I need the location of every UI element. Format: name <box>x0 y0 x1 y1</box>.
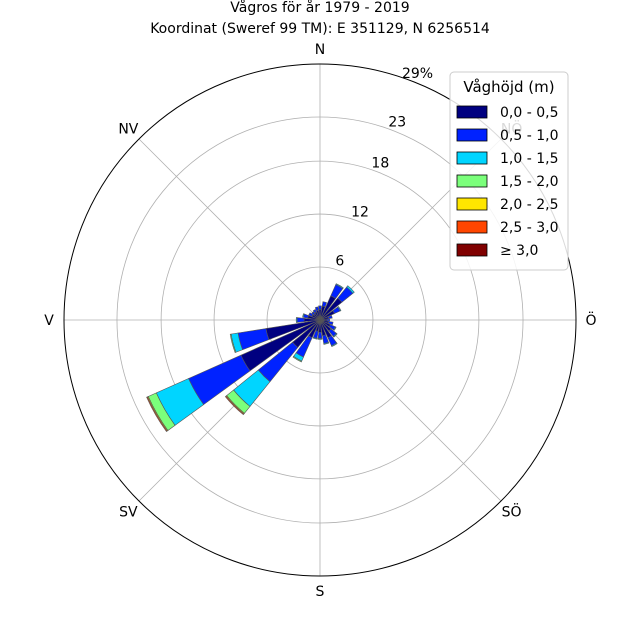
bar-segment-315-bin-1 <box>311 311 316 316</box>
bar-segment-45-bin-2 <box>346 285 355 294</box>
bar-segment-225-bin-5 <box>224 395 245 416</box>
bar-segment-285-bin-2 <box>302 313 305 318</box>
direction-label-N: N <box>315 42 325 58</box>
direction-label-S: S <box>316 584 325 600</box>
bar-segment-210-bin-3 <box>292 356 303 363</box>
legend-swatch-1 <box>456 128 488 142</box>
bar-segment-0-bin-1 <box>318 305 322 310</box>
direction-label-V: V <box>44 313 54 329</box>
bar-segment-345-bin-1 <box>314 306 319 312</box>
legend-title: Våghöjd (m) <box>463 78 554 96</box>
bar-segment-150-bin-2 <box>331 342 338 348</box>
legend-label-3: 1,5 - 2,0 <box>500 174 558 190</box>
ring-label-4: 29% <box>402 66 433 82</box>
ring-label-0: 6 <box>335 253 344 269</box>
bar-segment-105-bin-1 <box>327 321 334 326</box>
bar-segment-165-bin-2 <box>323 341 330 345</box>
legend-swatch-3 <box>456 174 488 188</box>
ring-label-3: 23 <box>388 115 406 131</box>
direction-label-SV: SV <box>119 505 138 521</box>
bar-segment-270-bin-2 <box>295 317 298 323</box>
legend-label-0: 0,0 - 0,5 <box>500 105 558 121</box>
bar-segment-180-bin-2 <box>317 338 323 340</box>
chart-title: Vågros för år 1979 - 2019 <box>230 0 409 16</box>
wind-rose-bars <box>146 283 355 432</box>
grid-ring <box>266 266 374 374</box>
legend-label-1: 0,5 - 1,0 <box>500 128 558 144</box>
ring-label-1: 12 <box>351 204 369 220</box>
direction-label-SÖ: SÖ <box>502 503 522 521</box>
bar-segment-195-bin-2 <box>312 336 318 340</box>
bar-segment-300-bin-1 <box>308 312 314 317</box>
bar-segment-90-bin-1 <box>326 318 331 322</box>
legend: Våghöjd (m) 0,0 - 0,5 0,5 - 1,0 1,0 - 1,5 1… <box>449 71 569 271</box>
bar-segment-135-bin-2 <box>332 332 338 338</box>
chart-subtitle: Koordinat (Sweref 99 TM): E 351129, N 62… <box>150 21 490 37</box>
bar-segment-180-bin-1 <box>317 331 323 339</box>
legend-label-4: 2,0 - 2,5 <box>500 197 558 213</box>
grid-ring <box>116 116 524 524</box>
grid-spoke <box>319 319 502 502</box>
bar-segment-30-bin-2 <box>335 283 344 289</box>
legend-label-2: 1,0 - 1,5 <box>500 151 558 167</box>
bar-segment-75-bin-1 <box>327 315 333 319</box>
legend-label-6: ≥ 3,0 <box>500 243 538 259</box>
legend-box <box>449 71 569 271</box>
direction-label-Ö: Ö <box>585 311 596 329</box>
grid-ring <box>213 213 427 427</box>
bar-segment-60-bin-2 <box>337 306 342 312</box>
bar-segment-255-bin-3 <box>229 333 237 353</box>
grid-ring <box>160 160 480 480</box>
legend-swatch-5 <box>456 220 488 234</box>
ring-label-2: 18 <box>371 156 389 172</box>
bar-segment-240-bin-5 <box>146 396 168 432</box>
bar-segment-330-bin-1 <box>312 309 317 314</box>
bar-segment-15-bin-1 <box>321 301 328 308</box>
legend-label-5: 2,5 - 3,0 <box>500 220 558 236</box>
legend-swatch-2 <box>456 151 488 165</box>
legend-swatch-6 <box>456 243 488 257</box>
legend-swatch-0 <box>456 105 488 119</box>
legend-swatch-4 <box>456 197 488 211</box>
radial-tick-labels: 6 12 18 23 29% <box>335 66 433 270</box>
bar-segment-270-bin-1 <box>296 317 305 323</box>
grid-spoke <box>138 138 321 321</box>
bar-segment-120-bin-2 <box>333 326 337 331</box>
direction-label-NV: NV <box>118 121 138 137</box>
outer-ring <box>63 63 577 577</box>
